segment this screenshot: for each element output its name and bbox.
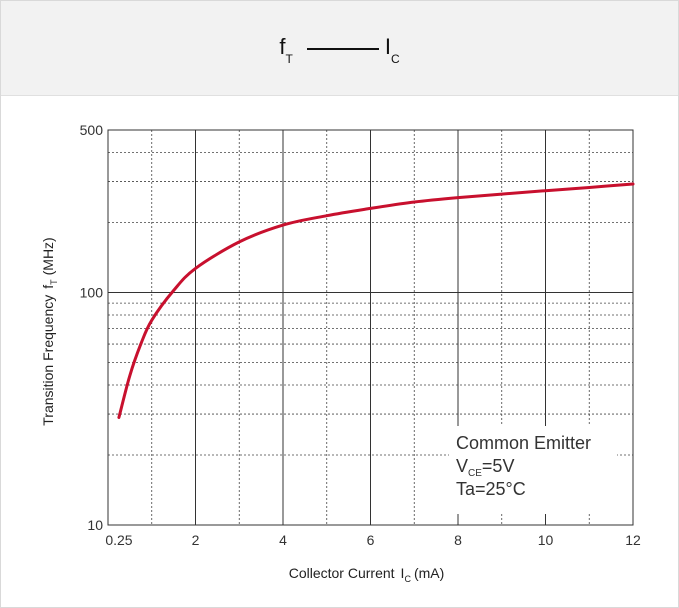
title-i: I (384, 33, 391, 59)
chart-plot: Common Emitter VCE=5V Ta=25°C 0.25 2 4 6 8 10… (40, 122, 641, 584)
y-label-sub: T (49, 279, 59, 285)
annotation-v-symbol: V (456, 456, 468, 476)
x-tick-label: 8 (454, 532, 462, 548)
y-tick-labels: 500 100 10 (80, 122, 104, 533)
x-label-sub: C (404, 574, 411, 584)
x-label-unit: (mA) (414, 565, 444, 581)
x-label-text: Collector Current (289, 565, 395, 581)
title-dash (306, 48, 379, 50)
x-tick-label: 12 (625, 532, 641, 548)
y-tick-label: 10 (87, 517, 103, 533)
title-ft: fT (279, 33, 292, 66)
x-tick-label: 10 (538, 532, 554, 548)
annotation-v-value: =5V (482, 456, 515, 476)
title-f: f (279, 33, 286, 59)
annotation-line3: Ta=25°C (456, 479, 526, 499)
series-line (117, 182, 635, 419)
y-label-unit: (MHz) (40, 237, 56, 275)
y-tick-label: 500 (80, 122, 104, 138)
annotation-line2: VCE=5V (456, 456, 514, 479)
plot-border (107, 129, 634, 526)
chart-header: fT IC (1, 1, 678, 96)
title-ic: IC (384, 33, 400, 66)
series-layer (117, 182, 635, 419)
x-axis-label: Collector Current IC (mA) (289, 565, 445, 584)
y-label-symbol: f (40, 285, 56, 289)
y-label-text: Transition Frequency (40, 295, 56, 426)
chart-title: fT IC (1, 1, 678, 95)
x-tick-label: 6 (367, 532, 375, 548)
annotation-line1: Common Emitter (456, 433, 591, 453)
title-f-sub: T (285, 52, 293, 67)
title-i-sub: C (390, 52, 400, 67)
annotation-v-sub: CE (468, 468, 482, 479)
y-tick-label: 100 (80, 285, 104, 301)
x-tick-label: 2 (192, 532, 200, 548)
x-tick-label: 0.25 (105, 532, 132, 548)
x-label-symbol: I (401, 565, 405, 581)
annotation-background (449, 426, 617, 514)
x-tick-labels: 0.25 2 4 6 8 10 12 (105, 532, 641, 548)
y-axis-label: Transition Frequency fT (MHz) (40, 237, 59, 425)
x-tick-label: 4 (279, 532, 287, 548)
annotation-box: Common Emitter VCE=5V Ta=25°C (449, 426, 617, 514)
